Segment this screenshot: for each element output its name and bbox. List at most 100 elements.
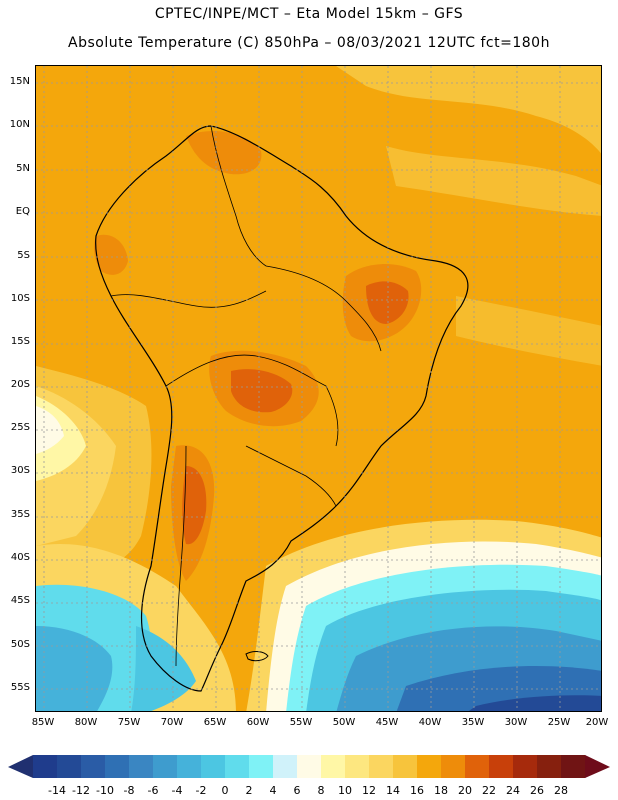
colorbar-tick-label: 18	[434, 784, 448, 797]
border-bolivia-paraguay	[165, 354, 339, 447]
colorbar-cell	[57, 755, 82, 778]
colorbar-cell	[129, 755, 154, 778]
lat-label-10n: 10N	[9, 119, 30, 130]
lon-label-50w: 50W	[332, 717, 356, 728]
field-20-colombia	[93, 234, 128, 275]
border-chile-argentina	[175, 445, 187, 667]
colorbar-cell	[417, 755, 442, 778]
colorbar-tick-label: 2	[245, 784, 253, 797]
colorbar-tick-label: -10	[96, 784, 114, 797]
colorbar-cell	[345, 755, 370, 778]
colorbar-cell	[465, 755, 490, 778]
colorbar-cell	[81, 755, 106, 778]
border-brazil-states	[265, 265, 382, 352]
field-minus2-southwest	[36, 626, 113, 711]
colorbar-cell	[33, 755, 58, 778]
continent-outline	[95, 125, 469, 692]
colorbar-tick-label: 26	[530, 784, 544, 797]
lon-label-55w: 55W	[289, 717, 313, 728]
colorbar-tick-label: 24	[506, 784, 520, 797]
colorbar-cell	[369, 755, 394, 778]
border-venezuela-colombia	[210, 125, 267, 267]
colorbar-tick-label: 8	[317, 784, 325, 797]
field-22-andes	[182, 466, 207, 545]
lon-label-70w: 70W	[160, 717, 184, 728]
colorbar-cells	[33, 755, 586, 778]
colorbar-cell	[273, 755, 298, 778]
colorbar-cell	[513, 755, 538, 778]
temperature-map	[35, 65, 602, 712]
lat-label-40s: 40S	[10, 552, 30, 563]
colorbar-left-arrow	[8, 755, 33, 778]
lat-label-5s: 5S	[17, 250, 30, 261]
field-22-northeast	[366, 281, 409, 324]
lon-label-85w: 85W	[31, 717, 55, 728]
lat-label-5n: 5N	[16, 163, 30, 174]
colorbar-right-arrow	[585, 755, 610, 778]
colorbar-cell	[297, 755, 322, 778]
lat-label-35s: 35S	[10, 509, 30, 520]
temperature-colorbar	[8, 755, 610, 778]
colorbar-tick-label: 10	[338, 784, 352, 797]
lat-label-30s: 30S	[10, 465, 30, 476]
map-title: CPTEC/INPE/MCT – Eta Model 15km – GFS	[154, 6, 464, 22]
lat-label-55s: 55S	[10, 682, 30, 693]
field-16-north	[336, 66, 601, 154]
colorbar-cell	[105, 755, 130, 778]
lon-label-35w: 35W	[461, 717, 485, 728]
field-0-south-tip	[131, 626, 196, 711]
map-subtitle: Absolute Temperature (C) 850hPa – 08/03/…	[68, 35, 550, 51]
falkland-islands	[245, 651, 269, 662]
lat-label-eq: EQ	[15, 206, 30, 217]
field-20-venezuela	[186, 131, 262, 175]
colorbar-tick-label: -2	[195, 784, 207, 797]
colorbar-cell	[489, 755, 514, 778]
lat-label-45s: 45S	[10, 595, 30, 606]
colorbar-tick-label: 6	[293, 784, 301, 797]
colorbar-tick-label: -4	[171, 784, 183, 797]
colorbar-cell	[153, 755, 178, 778]
lat-label-50s: 50S	[10, 639, 30, 650]
field-16-atlantic	[456, 296, 601, 366]
colorbar-tick-label: 0	[221, 784, 229, 797]
lat-label-20s: 20S	[10, 379, 30, 390]
lon-label-65w: 65W	[203, 717, 227, 728]
colorbar-tick-label: -6	[147, 784, 159, 797]
colorbar-tick-label: 14	[386, 784, 400, 797]
colorbar-tick-label: 20	[458, 784, 472, 797]
colorbar-tick-label: 16	[410, 784, 424, 797]
colorbar-cell	[321, 755, 346, 778]
lon-label-40w: 40W	[418, 717, 442, 728]
colorbar-cell	[201, 755, 226, 778]
colorbar-tick-label: -14	[48, 784, 66, 797]
lat-label-10s: 10S	[10, 293, 30, 304]
colorbar-tick-label: 22	[482, 784, 496, 797]
lon-label-20w: 20W	[585, 717, 609, 728]
lon-label-80w: 80W	[74, 717, 98, 728]
lon-label-75w: 75W	[117, 717, 141, 728]
lon-label-30w: 30W	[504, 717, 528, 728]
colorbar-cell	[537, 755, 562, 778]
field-22-chaco	[231, 369, 293, 413]
colorbar-cell	[225, 755, 250, 778]
colorbar-tick-label: -12	[72, 784, 90, 797]
colorbar-tick-label: 4	[269, 784, 277, 797]
field-minus12-sea	[468, 695, 601, 711]
lat-label-15s: 15S	[10, 336, 30, 347]
colorbar-cell	[561, 755, 586, 778]
lon-label-25w: 25W	[547, 717, 571, 728]
colorbar-tick-label: -8	[123, 784, 135, 797]
colorbar-cell	[249, 755, 274, 778]
colorbar-cell	[393, 755, 418, 778]
colorbar-cell	[177, 755, 202, 778]
field-8-pacific	[36, 406, 64, 454]
colorbar-tick-label: 12	[362, 784, 376, 797]
lon-label-60w: 60W	[246, 717, 270, 728]
field-16-north-band	[386, 146, 601, 216]
colorbar-cell	[441, 755, 466, 778]
lon-label-45w: 45W	[375, 717, 399, 728]
lat-label-15n: 15N	[9, 76, 30, 87]
temperature-field	[36, 66, 601, 711]
border-argentina-uruguay	[245, 445, 337, 507]
colorbar-tick-label: 28	[554, 784, 568, 797]
